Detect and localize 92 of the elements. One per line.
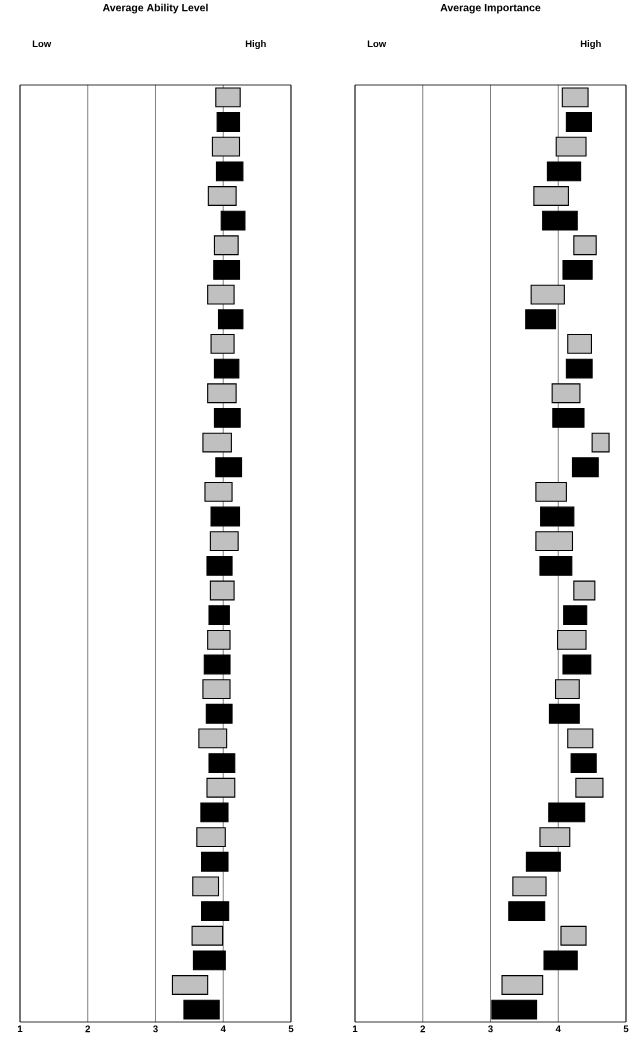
bar: [571, 457, 599, 478]
bar: [210, 506, 241, 527]
bar: [562, 654, 592, 675]
chart-title: Average Importance: [440, 4, 541, 14]
bar: [209, 531, 239, 552]
text: High: [245, 40, 266, 50]
x-tick-label: 2: [85, 1025, 91, 1033]
bar: [591, 432, 610, 453]
bar: [220, 210, 246, 231]
bar: [206, 555, 233, 576]
x-tick-label: 5: [623, 1025, 629, 1033]
bar: [200, 802, 229, 823]
bar: [208, 753, 236, 774]
bar: [563, 605, 588, 626]
bar: [192, 876, 220, 897]
bar: [191, 925, 224, 946]
bar: [198, 728, 228, 749]
bar: [207, 629, 231, 650]
bar: [575, 777, 604, 798]
bar: [217, 309, 244, 330]
bar: [171, 975, 209, 995]
bar: [206, 777, 236, 798]
bar: [539, 555, 573, 576]
bar: [183, 999, 220, 1020]
x-tick-label: 4: [555, 1025, 561, 1033]
bar: [535, 531, 574, 552]
x-tick-label: 1: [352, 1025, 358, 1033]
bar: [548, 802, 586, 823]
x-tick-label: 1: [17, 1025, 23, 1033]
bar: [213, 235, 239, 256]
text: High: [580, 40, 601, 50]
x-tick-label: 4: [220, 1025, 226, 1033]
bar: [554, 679, 580, 700]
bar: [210, 334, 235, 354]
text: Low: [32, 40, 52, 48]
bar: [573, 580, 596, 601]
bar: [546, 161, 582, 182]
bar: [557, 629, 587, 650]
bar: [213, 358, 240, 379]
x-tick-label: 2: [420, 1025, 426, 1033]
bar: [205, 703, 233, 724]
chart-title: Average Ability Level: [102, 3, 208, 14]
bar: [202, 679, 231, 700]
bar: [562, 260, 593, 280]
bar: [570, 753, 597, 774]
bar: [207, 186, 237, 206]
bar: [565, 358, 593, 379]
bar: [548, 703, 580, 724]
x-tick-label: 3: [153, 1025, 158, 1033]
bar: [567, 334, 592, 354]
bar: [215, 87, 241, 108]
text: Low: [367, 40, 387, 48]
bar: [567, 728, 594, 749]
bar: [216, 112, 241, 132]
bar: [551, 383, 581, 404]
bar: [213, 407, 241, 428]
bar: [491, 999, 538, 1020]
bar: [560, 925, 587, 946]
bar: [530, 284, 565, 305]
bar: [215, 161, 244, 182]
bar: [512, 876, 547, 897]
x-tick-label: 3: [488, 1025, 493, 1033]
bar: [202, 432, 232, 453]
bar: [209, 580, 235, 601]
bar: [542, 210, 578, 231]
bar: [501, 975, 544, 995]
bar: [201, 851, 229, 872]
x-tick-label: 5: [288, 1025, 294, 1033]
bar: [203, 654, 231, 675]
bar: [196, 827, 226, 847]
bar: [543, 950, 578, 971]
bar: [213, 260, 241, 280]
bar: [525, 309, 557, 330]
bar: [204, 481, 233, 502]
bar: [539, 827, 571, 847]
bar: [201, 901, 230, 921]
bar: [565, 112, 592, 132]
bar: [552, 407, 585, 428]
bar: [573, 235, 597, 256]
bar: [192, 950, 226, 971]
bar: [208, 605, 230, 626]
bar: [525, 851, 561, 872]
bar: [215, 457, 243, 478]
bar: [508, 901, 546, 921]
bar: [561, 87, 589, 108]
bar: [207, 284, 235, 305]
bar: [211, 136, 241, 157]
bar: [555, 136, 587, 157]
bar: [207, 383, 237, 404]
bar: [533, 186, 569, 206]
bar: [535, 481, 567, 502]
bar: [540, 506, 575, 527]
